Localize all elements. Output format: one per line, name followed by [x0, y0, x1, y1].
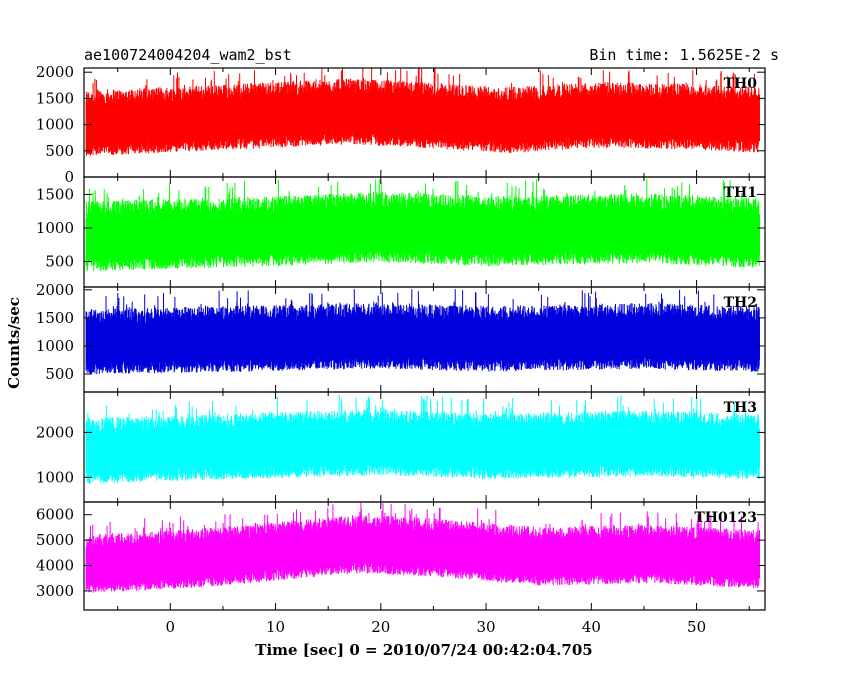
- y-tick-label: 2000: [36, 423, 74, 441]
- y-tick-label: 1000: [36, 116, 74, 134]
- trace-th0: [85, 68, 760, 156]
- x-tick-label: 20: [371, 618, 390, 636]
- y-tick-label: 500: [45, 253, 74, 271]
- y-tick-label: 2000: [36, 281, 74, 299]
- x-tick-label: 0: [166, 618, 176, 636]
- y-tick-label: 1500: [36, 89, 74, 107]
- trace-th3: [85, 394, 760, 484]
- x-tick-label: 40: [582, 618, 601, 636]
- y-tick-label: 4000: [36, 557, 74, 575]
- trace-th2: [85, 289, 760, 375]
- trace-th0123: [85, 503, 760, 593]
- band-label-th0123: TH0123: [694, 510, 757, 526]
- y-tick-label: 2000: [36, 63, 74, 81]
- y-tick-label: 0: [64, 168, 74, 186]
- panel-frame-th0123: [83, 501, 766, 611]
- trace-th1: [85, 178, 760, 272]
- x-axis-label: Time [sec] 0 = 2010/07/24 00:42:04.705: [255, 641, 592, 659]
- x-tick-label: 30: [477, 618, 496, 636]
- band-label-th2: TH2: [724, 295, 757, 311]
- y-tick-label: 5000: [36, 531, 74, 549]
- y-tick-label: 500: [45, 365, 74, 383]
- y-tick-label: 1500: [36, 309, 74, 327]
- x-tick-label: 10: [266, 618, 285, 636]
- y-tick-label: 3000: [36, 582, 74, 600]
- y-tick-label: 1000: [36, 468, 74, 486]
- band-label-th0: TH0: [724, 76, 758, 92]
- y-tick-label: 1000: [36, 337, 74, 355]
- x-tick-label: 50: [687, 618, 706, 636]
- chart-title: ae100724004204_wam2_bst: [84, 46, 292, 64]
- band-label-th1: TH1: [724, 185, 757, 201]
- y-tick-label: 500: [45, 142, 74, 160]
- y-tick-label: 6000: [36, 506, 74, 524]
- bin-time-label: Bin time: 1.5625E-2 s: [589, 46, 779, 64]
- band-label-th3: TH3: [724, 400, 757, 416]
- y-tick-label: 1500: [36, 185, 74, 203]
- y-tick-label: 1000: [36, 219, 74, 237]
- y-axis-label: Counts/sec: [5, 297, 23, 389]
